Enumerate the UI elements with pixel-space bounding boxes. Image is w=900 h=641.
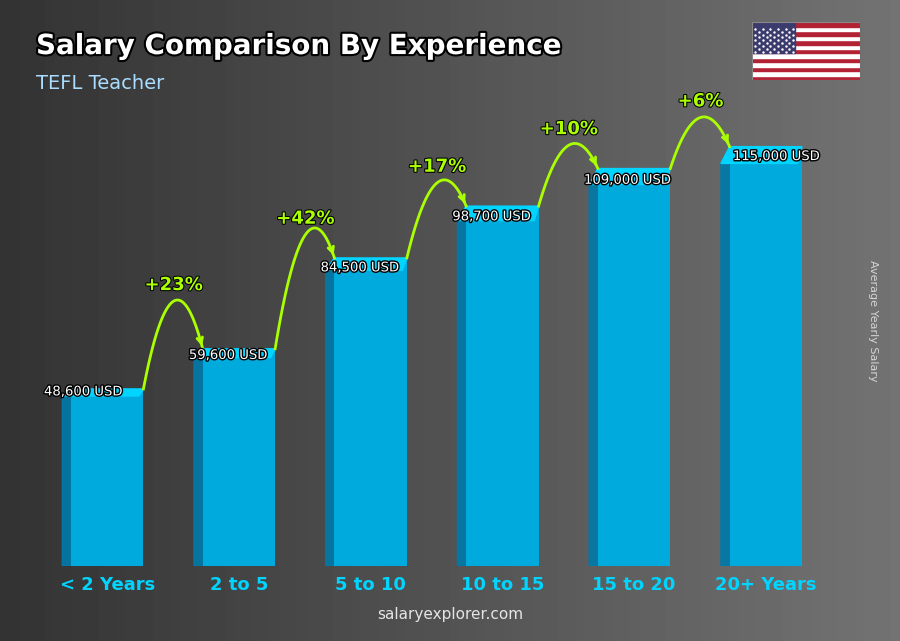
- Bar: [752, 53, 860, 58]
- Polygon shape: [194, 349, 202, 566]
- FancyBboxPatch shape: [466, 206, 538, 566]
- FancyBboxPatch shape: [202, 349, 275, 566]
- Bar: [752, 76, 860, 80]
- Text: 115,000 USD: 115,000 USD: [733, 150, 820, 163]
- Bar: [752, 31, 860, 36]
- Text: TEFL Teacher: TEFL Teacher: [36, 74, 164, 93]
- Bar: [752, 45, 860, 49]
- Polygon shape: [326, 258, 407, 271]
- Polygon shape: [62, 389, 143, 396]
- Text: +42%: +42%: [276, 210, 334, 228]
- Polygon shape: [590, 169, 598, 566]
- Bar: [752, 58, 860, 62]
- Bar: [752, 22, 860, 27]
- Text: Average Yearly Salary: Average Yearly Salary: [868, 260, 878, 381]
- Text: +10%: +10%: [540, 120, 598, 138]
- Text: 84,500 USD: 84,500 USD: [320, 262, 399, 274]
- FancyBboxPatch shape: [71, 389, 143, 566]
- Text: salaryexplorer.com: salaryexplorer.com: [377, 607, 523, 622]
- Bar: [752, 49, 860, 53]
- Bar: [752, 22, 795, 53]
- Polygon shape: [721, 147, 730, 566]
- Bar: [752, 27, 860, 31]
- Polygon shape: [590, 169, 670, 185]
- Text: +17%: +17%: [408, 158, 466, 176]
- FancyBboxPatch shape: [335, 258, 407, 566]
- Polygon shape: [457, 206, 466, 566]
- Polygon shape: [721, 147, 802, 163]
- Bar: [752, 71, 860, 76]
- Text: 59,600 USD: 59,600 USD: [189, 349, 267, 362]
- Bar: [752, 40, 860, 45]
- Text: 98,700 USD: 98,700 USD: [453, 210, 531, 223]
- Bar: [752, 67, 860, 71]
- Text: 48,600 USD: 48,600 USD: [44, 385, 122, 399]
- Polygon shape: [457, 206, 538, 221]
- Text: 109,000 USD: 109,000 USD: [584, 174, 670, 187]
- Bar: [752, 36, 860, 40]
- FancyBboxPatch shape: [730, 147, 802, 566]
- Polygon shape: [62, 389, 71, 566]
- Bar: [752, 62, 860, 67]
- Text: +6%: +6%: [678, 92, 724, 110]
- FancyBboxPatch shape: [598, 169, 670, 566]
- Text: Salary Comparison By Experience: Salary Comparison By Experience: [36, 32, 562, 60]
- Polygon shape: [194, 349, 275, 358]
- Polygon shape: [326, 258, 335, 566]
- Text: +23%: +23%: [145, 276, 202, 294]
